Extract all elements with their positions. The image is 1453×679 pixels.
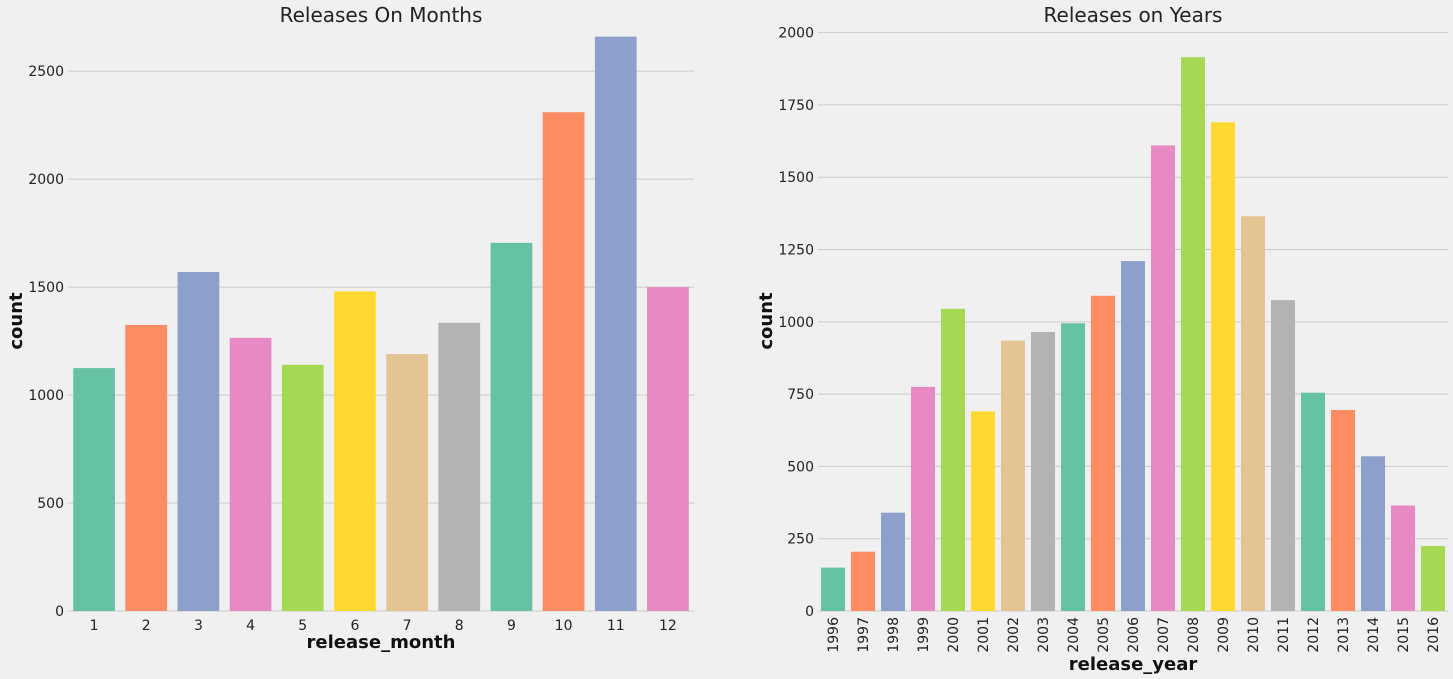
chart-title: Releases On Months (280, 3, 483, 27)
x-tick-label: 1996 (826, 617, 842, 653)
bar (438, 322, 481, 611)
bar (594, 36, 637, 612)
x-tick-label: 11 (607, 618, 625, 634)
y-tick-label: 1750 (778, 98, 814, 114)
x-tick-label: 2013 (1336, 617, 1352, 653)
bar (177, 271, 220, 611)
x-tick-label: 2011 (1276, 617, 1292, 653)
chart-title: Releases on Years (1044, 3, 1223, 27)
x-tick-label: 10 (555, 618, 573, 634)
bar (1211, 122, 1235, 611)
y-tick-labels: 0 250 500 750 1000 1250 1500 1750 2000 (778, 26, 814, 620)
bar (1331, 410, 1355, 611)
bar (1361, 456, 1385, 611)
bar (1391, 505, 1415, 611)
y-tick-label: 1500 (778, 170, 814, 186)
x-tick-label: 1 (90, 618, 99, 634)
bar (542, 112, 585, 611)
bar (911, 386, 935, 611)
bar (1241, 216, 1265, 611)
bar (281, 364, 324, 611)
y-axis-label: count (6, 292, 27, 350)
x-tick-label: 1997 (856, 617, 872, 653)
x-tick-label: 2015 (1396, 617, 1412, 653)
x-tick-label: 2012 (1306, 617, 1322, 653)
bar (881, 512, 905, 611)
bars (73, 36, 689, 612)
bar (647, 287, 689, 611)
x-tick-label: 12 (659, 618, 677, 634)
x-tick-label: 1999 (916, 617, 932, 653)
y-tick-label: 750 (787, 387, 814, 403)
bar (941, 308, 965, 611)
bar (490, 242, 533, 611)
x-tick-label: 2006 (1126, 617, 1142, 653)
bar (386, 354, 428, 611)
bars (821, 57, 1445, 612)
y-tick-label: 2000 (28, 172, 64, 188)
bar (1181, 57, 1205, 612)
y-tick-label: 0 (55, 604, 64, 620)
bar (125, 324, 168, 611)
x-tick-label: 1998 (886, 617, 902, 653)
x-tick-label: 6 (350, 618, 359, 634)
y-tick-label: 2000 (778, 26, 814, 42)
y-tick-label: 500 (787, 459, 814, 475)
y-tick-label: 1500 (28, 280, 64, 296)
x-tick-label: 8 (455, 618, 464, 634)
x-tick-label: 2007 (1156, 617, 1172, 653)
x-tick-label: 9 (507, 618, 516, 634)
y-tick-label: 500 (37, 496, 64, 512)
y-tick-label: 1250 (778, 243, 814, 259)
y-tick-label: 1000 (778, 315, 814, 331)
bar (1061, 323, 1085, 611)
y-tick-label: 0 (805, 604, 814, 620)
x-axis-label: release_month (307, 632, 456, 653)
x-tick-label: 4 (246, 618, 255, 634)
y-axis-label: count (756, 292, 777, 350)
x-tick-label: 2 (142, 618, 151, 634)
x-axis-label: release_year (1069, 654, 1198, 675)
bar (73, 368, 115, 611)
x-tick-label: 2005 (1096, 617, 1112, 653)
y-gridlines (68, 70, 694, 612)
x-tick-labels: 1 2 3 4 5 6 7 8 9 10 11 12 (90, 618, 677, 634)
x-tick-label: 2009 (1216, 617, 1232, 653)
bar (1421, 545, 1445, 611)
bar (1151, 145, 1175, 611)
x-tick-label: 2004 (1066, 617, 1082, 653)
bar (1001, 340, 1025, 611)
bar (971, 411, 995, 611)
x-tick-label: 7 (403, 618, 412, 634)
bar (1031, 331, 1055, 611)
bar (1121, 261, 1145, 611)
bar (851, 551, 875, 611)
x-tick-label: 2003 (1036, 617, 1052, 653)
bar (1091, 295, 1115, 611)
bar (229, 337, 272, 611)
x-tick-label: 3 (194, 618, 203, 634)
x-tick-label: 5 (298, 618, 307, 634)
x-tick-label: 2001 (976, 617, 992, 653)
bar (1301, 392, 1325, 611)
y-tick-label: 1000 (28, 388, 64, 404)
x-tick-label: 2008 (1186, 617, 1202, 653)
x-tick-label: 2002 (1006, 617, 1022, 653)
x-tick-label: 2016 (1426, 617, 1442, 653)
bar (821, 567, 845, 611)
y-tick-labels: 0 500 1000 1500 2000 2500 (28, 64, 64, 620)
x-tick-label: 2000 (946, 617, 962, 653)
bar (1271, 300, 1295, 611)
y-tick-label: 2500 (28, 64, 64, 80)
bar (334, 291, 376, 611)
x-tick-labels: 1996 1997 1998 1999 2000 2001 2002 2003 2004 2005… (826, 617, 1442, 653)
x-tick-label: 2014 (1366, 617, 1382, 653)
y-tick-label: 250 (787, 532, 814, 548)
x-tick-label: 2010 (1246, 617, 1262, 653)
